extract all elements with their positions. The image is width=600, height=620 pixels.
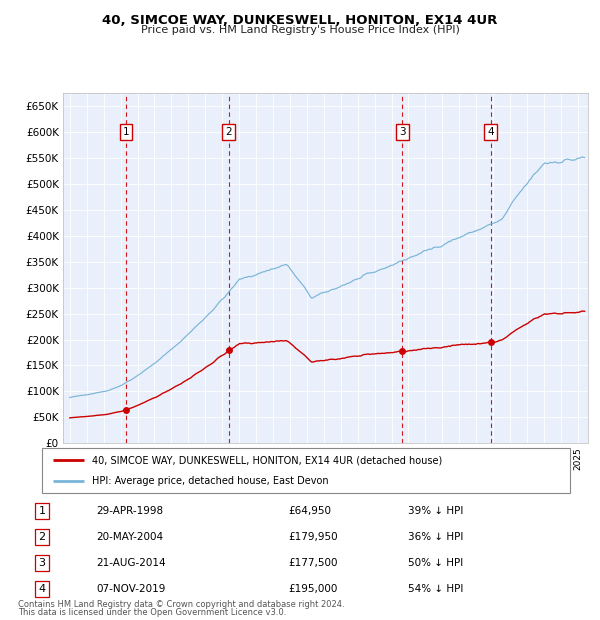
Text: 20-MAY-2004: 20-MAY-2004 [96, 532, 163, 542]
Text: £179,950: £179,950 [288, 532, 338, 542]
Text: 3: 3 [399, 127, 406, 137]
Text: 4: 4 [487, 127, 494, 137]
Text: 50% ↓ HPI: 50% ↓ HPI [408, 558, 463, 568]
Text: 21-AUG-2014: 21-AUG-2014 [96, 558, 166, 568]
Text: £64,950: £64,950 [288, 506, 331, 516]
Text: £177,500: £177,500 [288, 558, 337, 568]
Text: HPI: Average price, detached house, East Devon: HPI: Average price, detached house, East… [92, 476, 329, 486]
Text: 29-APR-1998: 29-APR-1998 [96, 506, 163, 516]
Text: Price paid vs. HM Land Registry's House Price Index (HPI): Price paid vs. HM Land Registry's House … [140, 25, 460, 35]
Text: 39% ↓ HPI: 39% ↓ HPI [408, 506, 463, 516]
Text: Contains HM Land Registry data © Crown copyright and database right 2024.: Contains HM Land Registry data © Crown c… [18, 600, 344, 609]
Text: 40, SIMCOE WAY, DUNKESWELL, HONITON, EX14 4UR (detached house): 40, SIMCOE WAY, DUNKESWELL, HONITON, EX1… [92, 455, 442, 466]
Text: 4: 4 [38, 584, 46, 594]
Text: 40, SIMCOE WAY, DUNKESWELL, HONITON, EX14 4UR: 40, SIMCOE WAY, DUNKESWELL, HONITON, EX1… [103, 14, 497, 27]
Text: 3: 3 [38, 558, 46, 568]
Text: 2: 2 [38, 532, 46, 542]
Text: This data is licensed under the Open Government Licence v3.0.: This data is licensed under the Open Gov… [18, 608, 286, 617]
Text: 1: 1 [122, 127, 130, 137]
Text: 2: 2 [226, 127, 232, 137]
Text: 54% ↓ HPI: 54% ↓ HPI [408, 584, 463, 594]
Text: 1: 1 [38, 506, 46, 516]
FancyBboxPatch shape [42, 448, 570, 493]
Text: 36% ↓ HPI: 36% ↓ HPI [408, 532, 463, 542]
Text: £195,000: £195,000 [288, 584, 337, 594]
Text: 07-NOV-2019: 07-NOV-2019 [96, 584, 166, 594]
